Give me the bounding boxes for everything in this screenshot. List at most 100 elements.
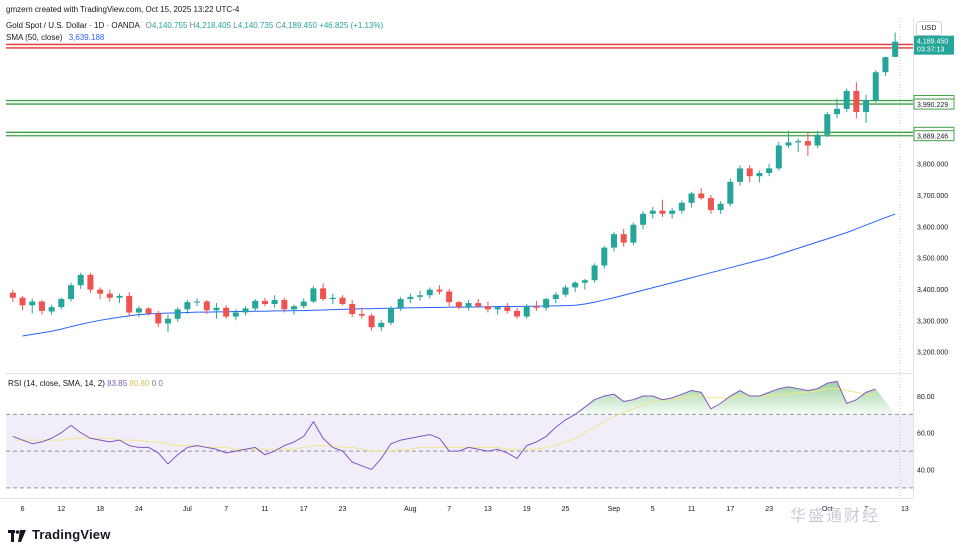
currency-button[interactable]: USD: [916, 21, 942, 36]
candle-body-43: [426, 289, 433, 296]
candle-body-44: [436, 289, 443, 292]
candle-body-20: [203, 301, 210, 311]
time-axis[interactable]: [0, 498, 913, 517]
level-band-0: [6, 44, 913, 48]
candle-body-79: [775, 145, 782, 169]
x-tick-label: Jul: [183, 506, 192, 513]
candle-body-86: [843, 90, 850, 109]
candle-body-15: [155, 313, 162, 324]
price-tick-label: 3,800.000: [917, 162, 948, 169]
candle-body-2: [29, 301, 36, 306]
ohlc-open-label: O: [145, 21, 152, 30]
candle-body-31: [310, 288, 317, 302]
candle-body-36: [358, 314, 365, 316]
rsi-line: [12, 380, 876, 471]
candle-body-64: [630, 224, 637, 243]
candle-body-88: [863, 100, 870, 112]
candle-body-42: [417, 295, 424, 297]
x-tick-label: 12: [57, 506, 65, 513]
ohlc-high: 4,218.405: [195, 21, 232, 30]
candle-body-27: [271, 299, 278, 305]
x-tick-label: Oct: [822, 506, 833, 513]
candle-body-4: [48, 307, 55, 312]
tradingview-logo[interactable]: TradingView: [8, 527, 111, 542]
rsi-tick-label: 40.00: [917, 467, 935, 474]
ohlc-close: 4,189.450: [281, 21, 317, 30]
candle-body-34: [339, 297, 346, 305]
rsi-label: RSI (14, close, SMA, 14, 2): [8, 379, 105, 388]
candle-body-57: [562, 287, 569, 295]
candle-body-17: [174, 309, 181, 319]
candle-body-56: [552, 294, 559, 300]
candle-body-30: [300, 301, 307, 307]
rsi-sma-value: 80.80: [129, 379, 150, 388]
candle-body-87: [853, 90, 860, 112]
x-tick-label: 13: [484, 506, 492, 513]
x-tick-label: 11: [261, 506, 268, 513]
pane-separator[interactable]: [6, 373, 913, 374]
candle-body-5: [58, 299, 65, 308]
candle-body-26: [261, 300, 268, 305]
level-band-2: [6, 132, 913, 136]
x-tick-label: 13: [901, 506, 909, 513]
candle-body-85: [833, 108, 840, 115]
x-tick-label: Aug: [404, 506, 417, 513]
rsi-sma-line: [12, 388, 876, 452]
rsi-overbought-fill: [12, 381, 896, 415]
created-by-text: gmzern created with TradingView.com, Oct…: [6, 5, 240, 14]
candle-body-10: [106, 293, 113, 298]
candle-body-49: [484, 306, 491, 310]
ohlc-close-label: C: [275, 21, 282, 30]
x-tick-label: 7: [447, 506, 451, 513]
x-tick-label: 18: [96, 506, 104, 513]
sma-label: SMA (50, close): [6, 33, 63, 42]
candle-body-77: [756, 173, 763, 177]
price-axis[interactable]: [913, 18, 964, 498]
candle-body-7: [77, 274, 84, 286]
last-price-label: 4,189.450: [917, 39, 948, 46]
x-tick-label: 11: [688, 506, 695, 513]
x-tick-label: Sep: [608, 506, 621, 513]
rsi-tick-label: 80.00: [917, 394, 935, 401]
candle-body-6: [68, 285, 75, 300]
x-tick-label: 17: [726, 506, 734, 513]
candle-body-90: [882, 57, 889, 73]
candle-body-78: [766, 168, 773, 174]
last-price-label-bg: [914, 35, 954, 55]
candle-body-70: [688, 193, 695, 203]
candle-body-81: [795, 141, 802, 143]
candle-body-72: [707, 198, 714, 211]
candle-body-24: [242, 308, 249, 313]
x-tick-label: 17: [300, 506, 308, 513]
candle-body-38: [378, 322, 385, 328]
ohlc-low: 4,140.735: [237, 21, 274, 30]
candle-body-65: [640, 213, 647, 225]
price-tick-label: 3,600.000: [917, 224, 948, 231]
candle-body-76: [746, 168, 753, 177]
candle-body-25: [252, 300, 259, 309]
candle-body-55: [543, 299, 550, 308]
candle-body-48: [475, 303, 482, 307]
rsi-legend[interactable]: RSI (14, close, SMA, 14, 2) 83.85 80.80 …: [8, 379, 163, 388]
candle-body-1: [19, 297, 26, 306]
x-tick-label: 5: [651, 506, 655, 513]
candle-body-82: [804, 141, 811, 146]
candle-body-61: [601, 247, 608, 266]
candle-body-47: [465, 303, 472, 308]
candle-body-35: [349, 304, 356, 315]
candle-body-66: [649, 210, 656, 214]
rsi-extra-2: 0: [158, 379, 163, 388]
x-tick-label: 7: [864, 506, 868, 513]
x-tick-label: 6: [21, 506, 25, 513]
sma-value: 3,639.188: [68, 33, 105, 42]
symbol-legend[interactable]: Gold Spot / U.S. Dollar · 1D · OANDA O4,…: [6, 21, 383, 30]
candle-body-14: [145, 308, 152, 314]
x-tick-label: 24: [135, 506, 143, 513]
candle-body-41: [407, 296, 414, 300]
sma-legend[interactable]: SMA (50, close) 3,639.188: [6, 33, 104, 42]
candle-body-80: [785, 142, 792, 146]
price-chart[interactable]: 3,200.000 3,300.000 3,400.000 3,500.000 3,60…: [0, 0, 964, 520]
x-tick-label: 19: [523, 506, 531, 513]
candle-body-45: [446, 291, 453, 303]
candle-body-32: [320, 288, 327, 300]
